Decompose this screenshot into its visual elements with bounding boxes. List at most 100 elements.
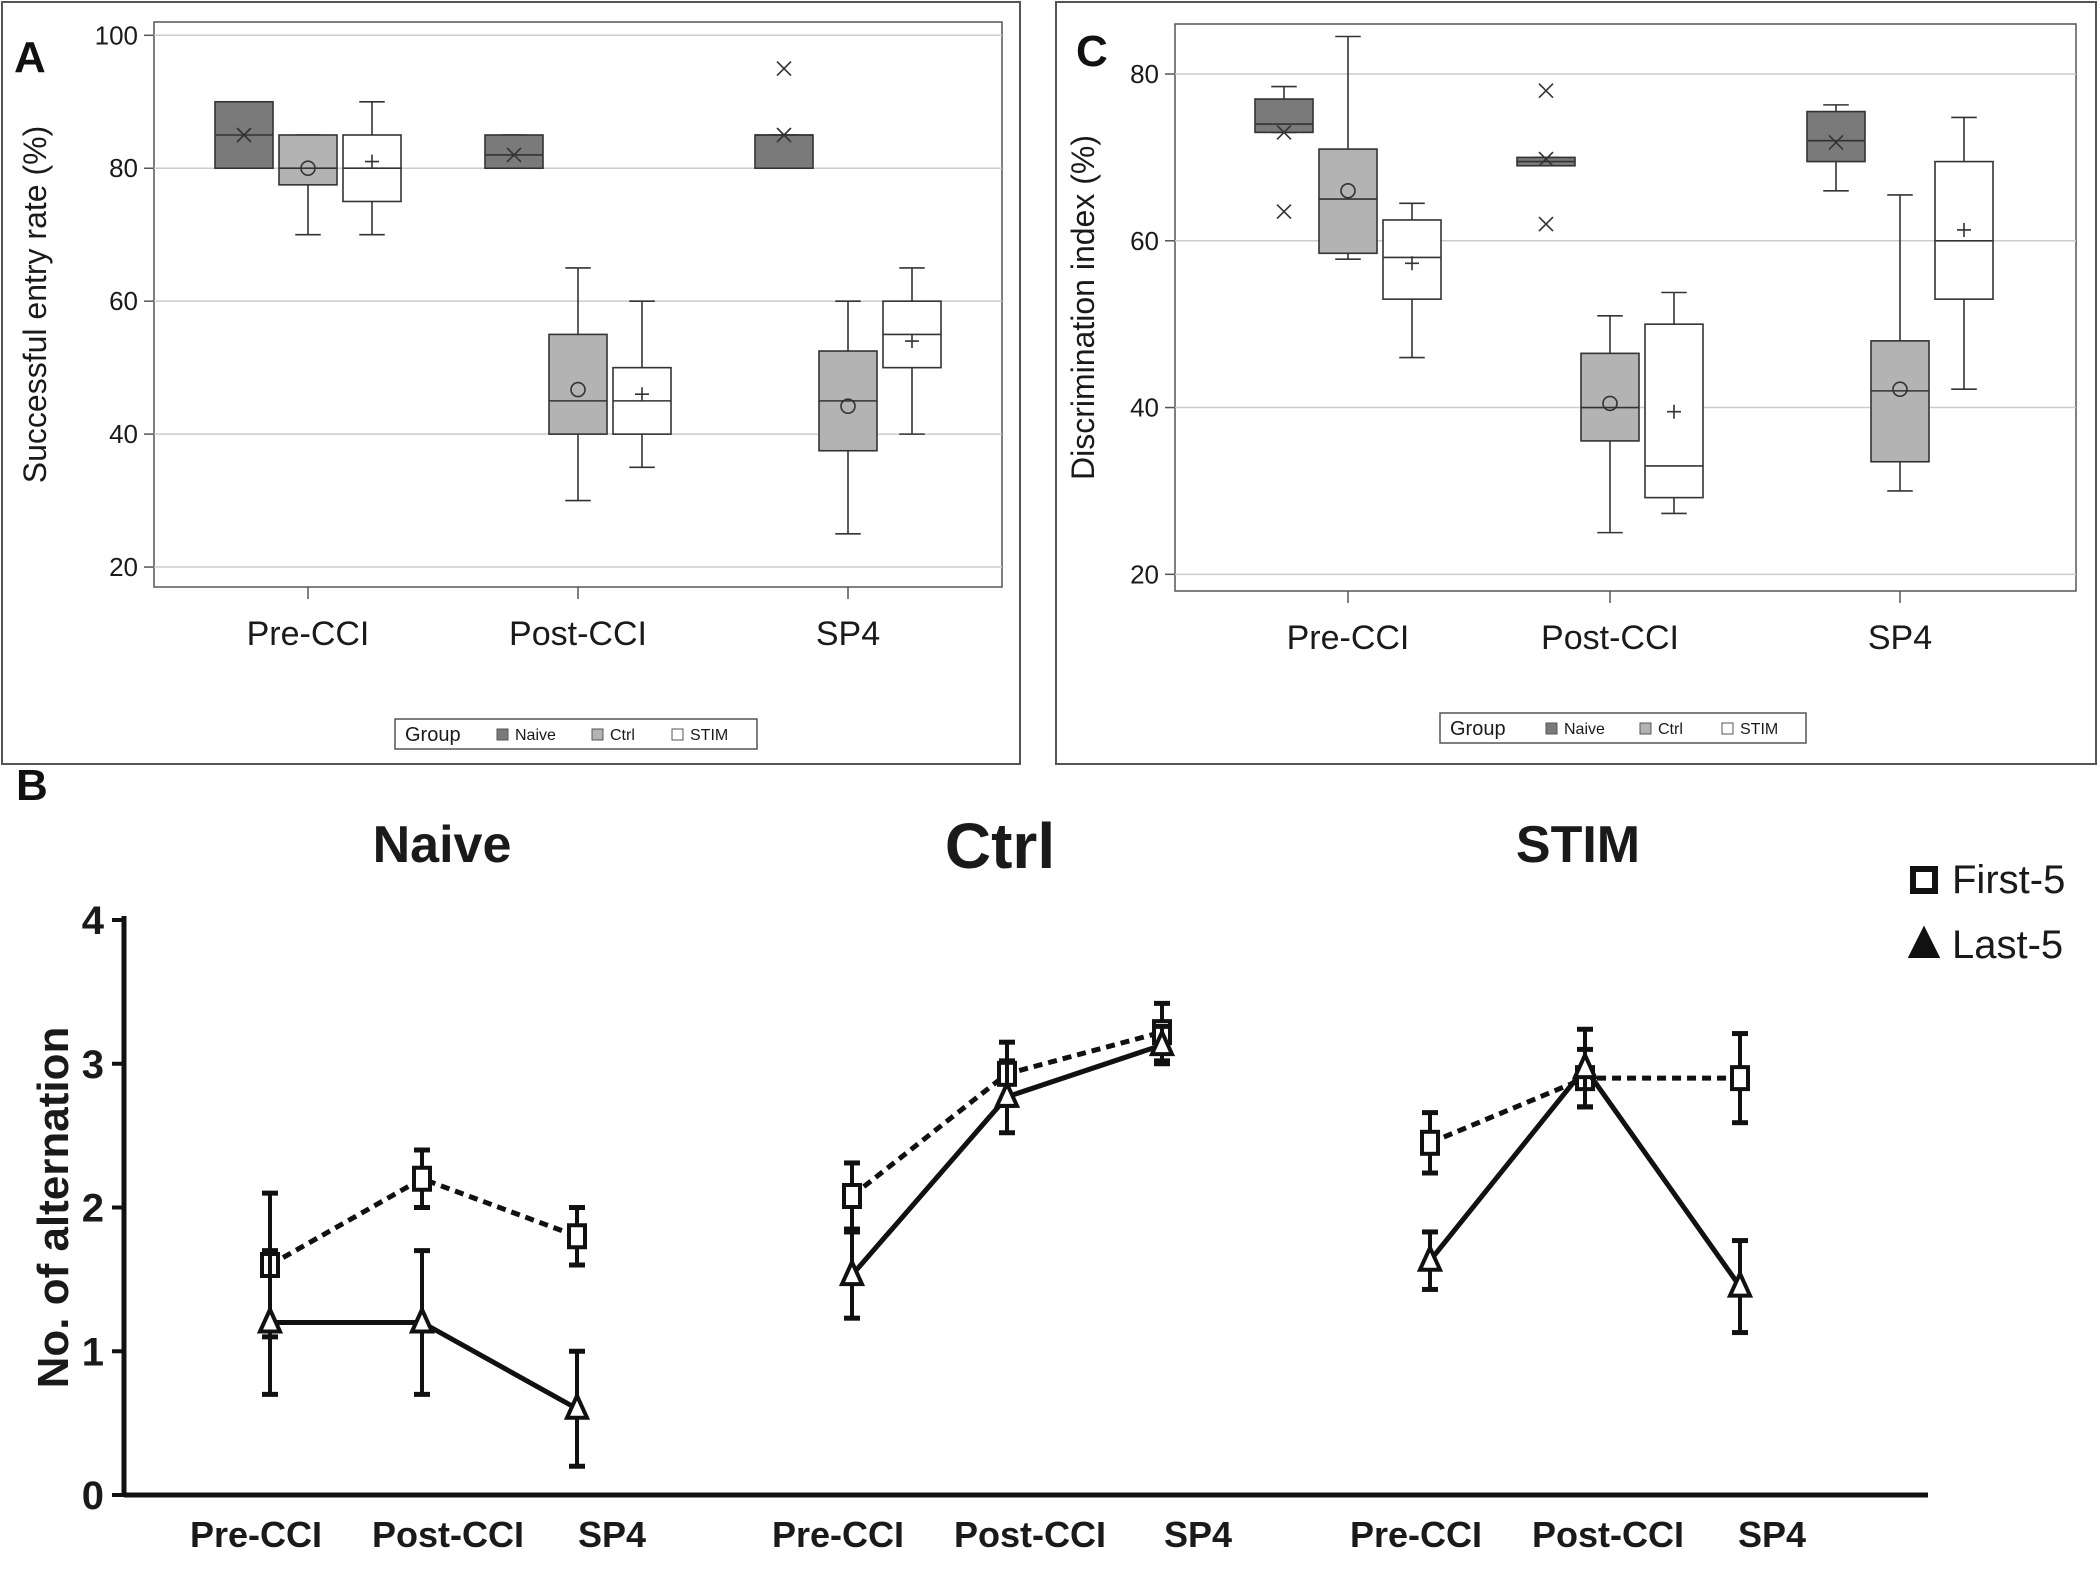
box-ctrl-sp4 bbox=[1870, 194, 1930, 492]
data-marker-triangle bbox=[1571, 1050, 1599, 1080]
box-naive-sp4 bbox=[754, 60, 814, 170]
box-stim-pre-cci bbox=[342, 100, 402, 236]
box-mean-marker bbox=[570, 381, 586, 398]
x-tick-label: Post-CCI bbox=[1541, 619, 1679, 657]
box-outlier bbox=[776, 60, 792, 77]
data-marker-square bbox=[842, 1183, 862, 1209]
box-stim-sp4 bbox=[882, 267, 942, 435]
y-tick-label: 0 bbox=[82, 1474, 104, 1518]
data-marker-triangle bbox=[1148, 1027, 1176, 1057]
y-tick-label: 80 bbox=[109, 153, 138, 183]
legend-swatch bbox=[1545, 722, 1558, 735]
data-marker-triangle bbox=[256, 1304, 284, 1334]
group-title: STIM bbox=[1516, 816, 1640, 874]
box-ctrl-post-cci bbox=[548, 267, 608, 502]
box-mean-marker bbox=[1340, 182, 1356, 199]
y-tick-label: 4 bbox=[82, 899, 105, 943]
legend-entry: Ctrl bbox=[610, 727, 635, 744]
box-iqr bbox=[484, 134, 544, 170]
panel-a-boxplot: 20 40 60 80 100 Successful entry rate (%) Pre-… bbox=[17, 20, 1003, 750]
x-tick-label: Post-CCI bbox=[954, 1514, 1106, 1555]
y-tick-label: 80 bbox=[1130, 59, 1159, 89]
x-tick-label: SP4 bbox=[1738, 1514, 1806, 1555]
x-tick-label: Pre-CCI bbox=[190, 1514, 322, 1555]
plot-frame bbox=[1174, 23, 2077, 592]
x-tick-label: Pre-CCI bbox=[1350, 1514, 1482, 1555]
box-mean-marker bbox=[300, 160, 316, 177]
legend-swatch bbox=[496, 728, 509, 741]
data-marker-triangle bbox=[563, 1390, 591, 1420]
legend-title: Group bbox=[405, 724, 461, 746]
box-mean-marker bbox=[635, 387, 649, 402]
box-naive-sp4 bbox=[1806, 104, 1866, 192]
y-tick-label: 40 bbox=[109, 419, 138, 449]
box-iqr bbox=[754, 134, 814, 170]
series-last-5 bbox=[1416, 1026, 1754, 1336]
series-last-5 bbox=[256, 1248, 591, 1469]
panel-a: A 20 40 60 80 100 Successful entry rate (%) Pr… bbox=[1, 1, 1021, 765]
data-marker-square bbox=[567, 1223, 587, 1250]
legend-marker-square bbox=[1910, 866, 1938, 894]
box-mean-marker bbox=[506, 147, 522, 163]
y-tick-label: 20 bbox=[109, 552, 138, 582]
data-marker-triangle bbox=[838, 1257, 866, 1287]
legend: First-5 Last-5 bbox=[1907, 858, 2065, 967]
group-naive: Naive Pre-CCI Post-CCI SP4 bbox=[190, 816, 646, 1555]
y-axis-label: Successful entry rate (%) bbox=[17, 126, 53, 483]
box-mean-marker bbox=[1957, 222, 1971, 237]
box-stim-sp4 bbox=[1934, 116, 1994, 391]
legend: Group Naive Ctrl STIM bbox=[394, 718, 758, 750]
legend-marker-triangle bbox=[1907, 925, 1941, 958]
data-marker-square bbox=[1730, 1065, 1750, 1092]
box-naive-pre-cci bbox=[1254, 85, 1314, 220]
legend-swatch bbox=[671, 728, 684, 741]
panel-b-line-chart: 0 1 2 3 4 No. of alternation Naive Pre-CCI Post-… bbox=[29, 810, 2065, 1555]
y-tick-label: 60 bbox=[109, 286, 138, 316]
legend-entry: Last-5 bbox=[1952, 923, 2063, 967]
panel-a-border bbox=[1, 1, 1021, 765]
panel-c-boxplot: 20 40 60 80 Discrimination index (%) Pre-CCI P… bbox=[1065, 23, 2077, 744]
y-axis-label: No. of alternation bbox=[29, 1027, 78, 1389]
box-iqr bbox=[1318, 148, 1378, 255]
box-stim-pre-cci bbox=[1382, 202, 1442, 359]
box-iqr bbox=[278, 134, 338, 186]
group-ctrl: Ctrl Pre-CCI Post-CCI SP4 bbox=[772, 810, 1232, 1555]
legend-swatch bbox=[1639, 722, 1652, 735]
group-title: Ctrl bbox=[945, 810, 1055, 882]
x-tick-label: SP4 bbox=[1868, 619, 1932, 657]
data-marker-triangle bbox=[1416, 1242, 1444, 1272]
box-iqr bbox=[1806, 110, 1866, 163]
x-tick-label: Post-CCI bbox=[1532, 1514, 1684, 1555]
box-iqr bbox=[1254, 98, 1314, 134]
data-marker-triangle bbox=[1726, 1268, 1754, 1298]
y-tick-label: 1 bbox=[82, 1330, 104, 1374]
y-tick-label: 100 bbox=[95, 20, 138, 50]
box-stim-post-cci bbox=[612, 300, 672, 469]
box-naive-pre-cci bbox=[214, 100, 274, 170]
legend-swatch bbox=[1721, 722, 1734, 735]
group-stim: STIM Pre-CCI Post-CCI SP4 bbox=[1350, 816, 1806, 1555]
data-marker-square bbox=[412, 1165, 432, 1192]
data-marker-triangle bbox=[408, 1304, 436, 1334]
x-tick-label: SP4 bbox=[578, 1514, 646, 1555]
y-tick-label: 60 bbox=[1130, 226, 1159, 256]
panel-b-letter: B bbox=[16, 761, 48, 810]
box-mean-marker bbox=[1276, 124, 1292, 140]
box-mean-marker bbox=[1828, 134, 1844, 150]
group-title: Naive bbox=[373, 816, 512, 874]
legend-entry: Naive bbox=[515, 727, 556, 744]
box-iqr bbox=[1870, 340, 1930, 463]
box-ctrl-sp4 bbox=[818, 300, 878, 535]
box-mean-marker bbox=[840, 398, 856, 415]
x-tick-label: Post-CCI bbox=[372, 1514, 524, 1555]
legend-frame bbox=[1439, 712, 1807, 744]
data-marker-square bbox=[1420, 1129, 1440, 1156]
legend-entry: Naive bbox=[1564, 721, 1605, 738]
box-iqr bbox=[548, 333, 608, 435]
box-ctrl-pre-cci bbox=[1318, 35, 1378, 260]
data-marker-triangle bbox=[993, 1078, 1021, 1108]
y-tick-label: 3 bbox=[82, 1043, 104, 1087]
box-naive-post-cci bbox=[484, 134, 544, 170]
box-mean-marker bbox=[1538, 151, 1554, 167]
